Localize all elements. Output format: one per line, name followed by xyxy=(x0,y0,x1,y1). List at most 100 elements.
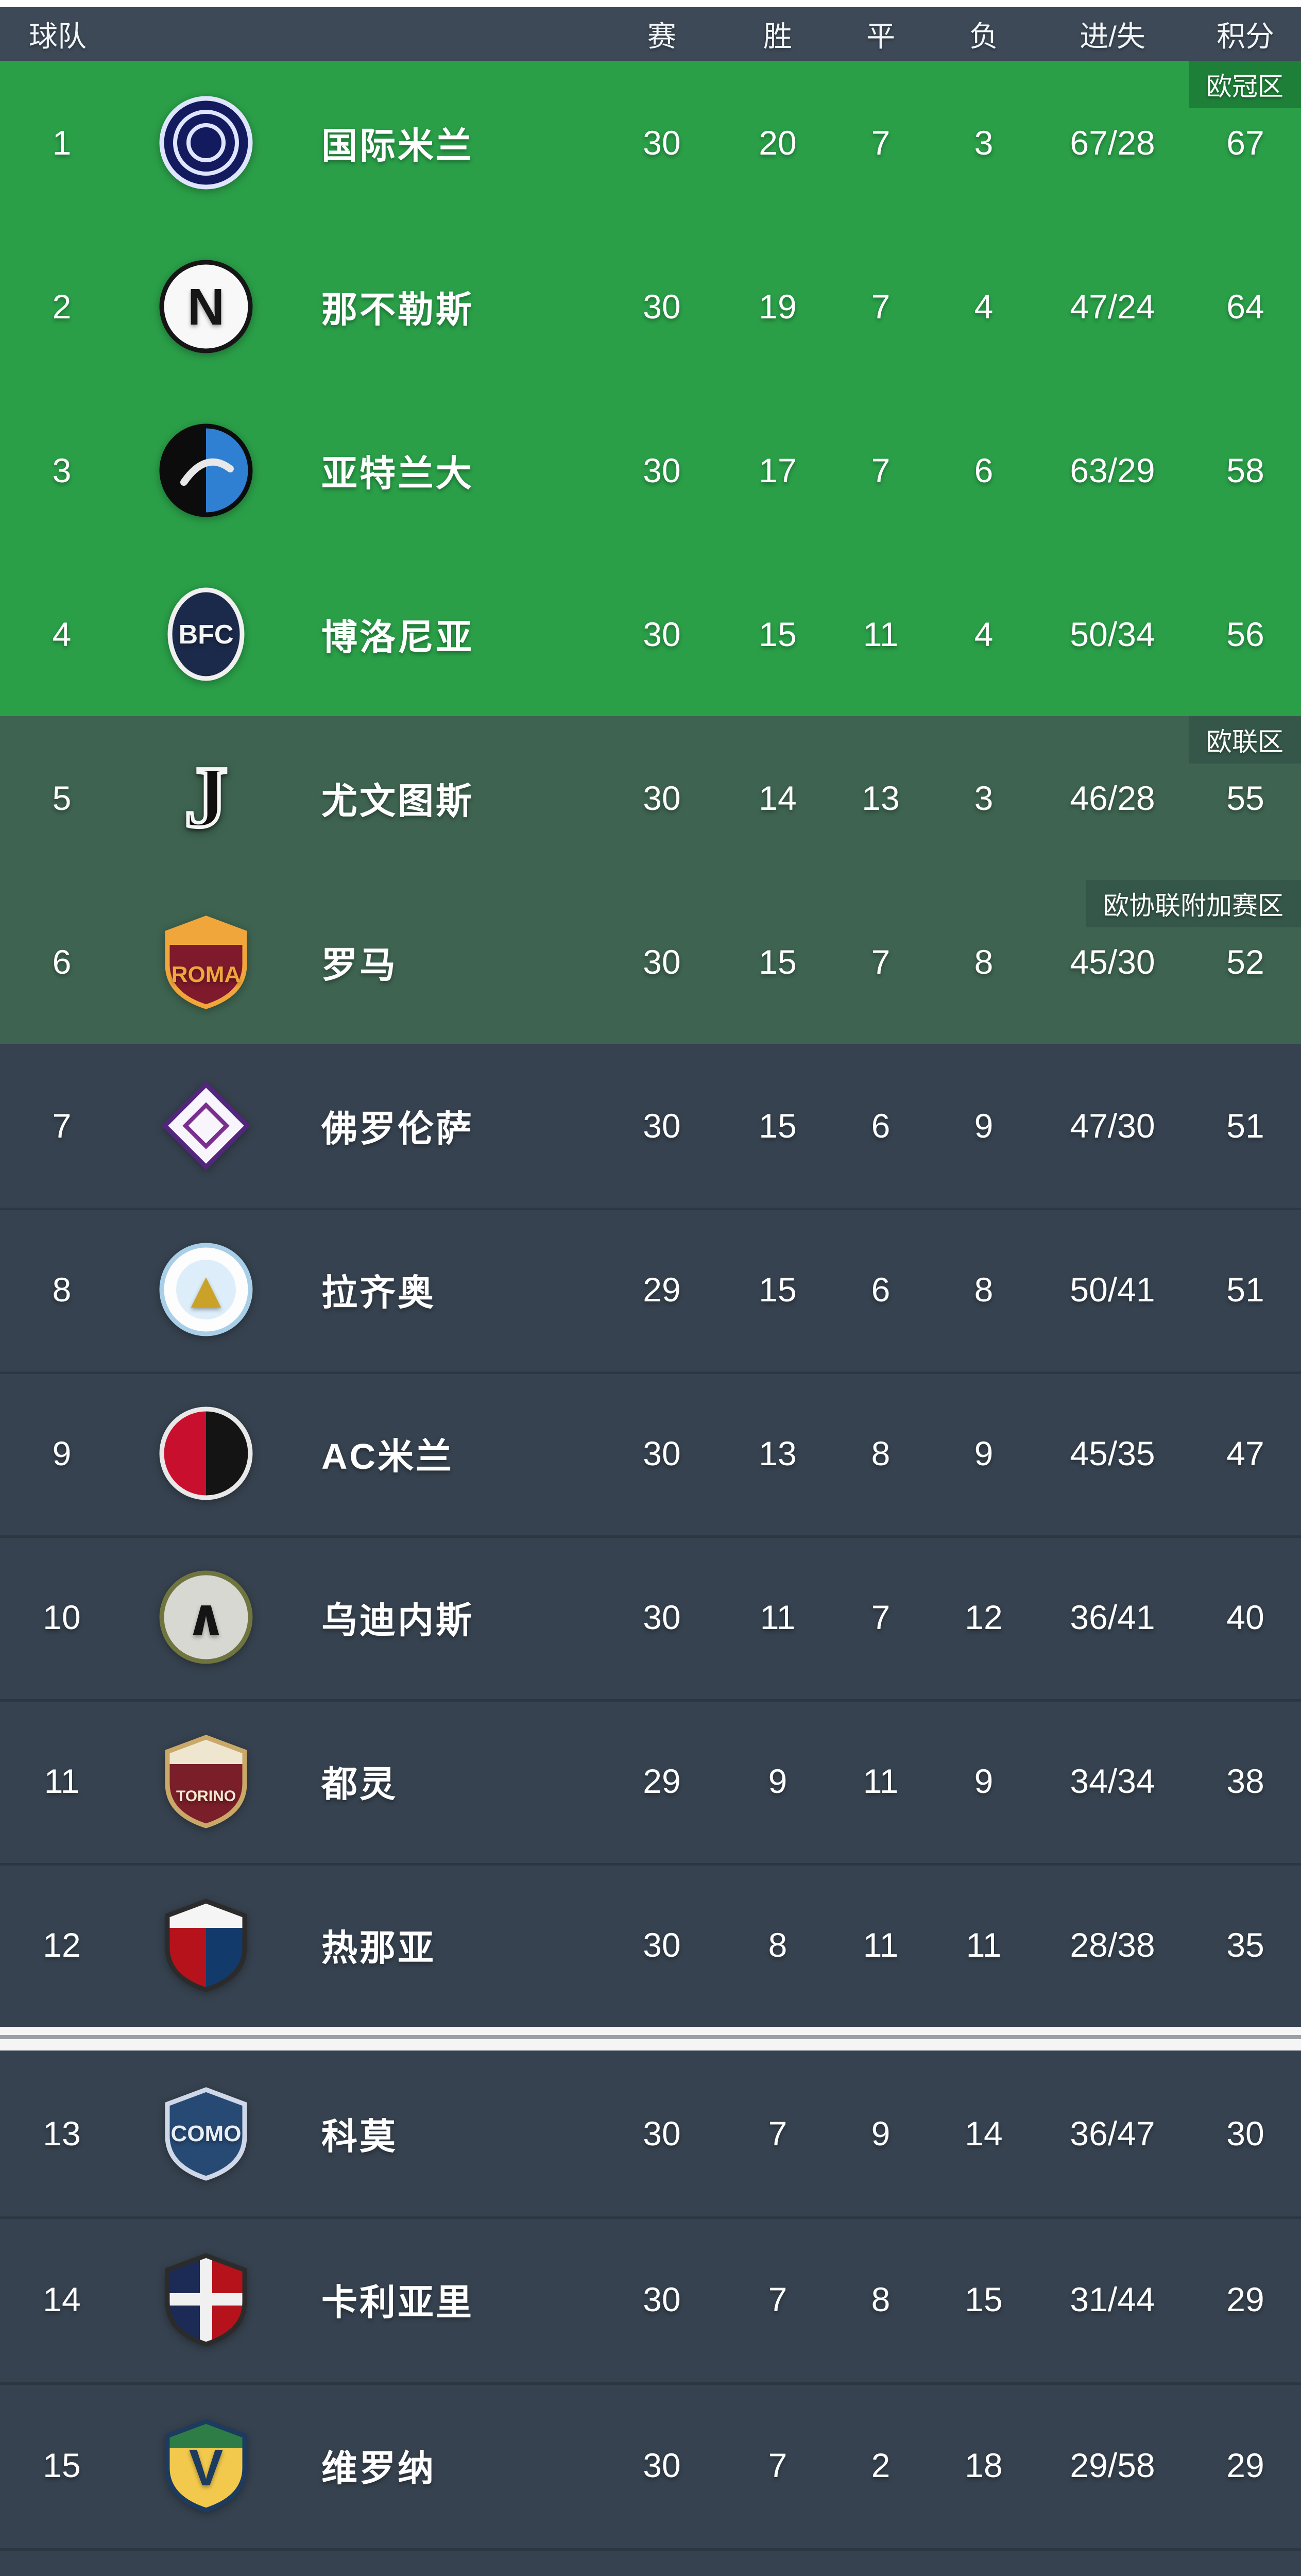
stat-draw: 9 xyxy=(871,2114,891,2153)
como-logo: COMO xyxy=(157,2084,255,2182)
zone-tag-cl: 欧冠区 xyxy=(1189,61,1301,108)
stat-played: 30 xyxy=(643,1926,681,1964)
standings-row: 15 V 维罗纳 30 7 2 18 29/58 29 xyxy=(0,2382,1301,2548)
svg-text:J: J xyxy=(184,749,228,845)
rank: 10 xyxy=(43,1598,81,1636)
rank: 8 xyxy=(52,1270,72,1309)
standings-list: 1 国际米兰 30 20 7 3 67/28 67 欧冠区 2 N 那不勒斯 3… xyxy=(0,61,1301,2576)
stat-played: 30 xyxy=(643,2114,681,2153)
standings-row: 7 佛罗伦萨 30 15 6 9 47/30 51 xyxy=(0,1044,1301,1208)
torino-logo: TORINO xyxy=(157,1732,255,1830)
stat-goals: 63/29 xyxy=(1070,451,1155,489)
stat-won: 11 xyxy=(760,1598,796,1636)
stat-played: 30 xyxy=(643,287,681,326)
col-points: 积分 xyxy=(1217,20,1274,53)
stat-points: 58 xyxy=(1226,451,1264,489)
stat-played: 30 xyxy=(643,943,681,981)
standings-row: 6 ROMA 罗马 30 15 7 8 45/30 52 欧协联附加赛区 xyxy=(0,880,1301,1044)
team-name: 科莫 xyxy=(321,2116,398,2157)
stat-goals: 34/34 xyxy=(1070,1762,1155,1800)
stat-goals: 36/47 xyxy=(1070,2114,1155,2153)
stat-lost: 6 xyxy=(974,451,994,489)
standings-row: 12 热那亚 30 8 11 11 28/38 35 xyxy=(0,1863,1301,2027)
stat-points: 40 xyxy=(1226,1598,1264,1636)
fiorentina-logo xyxy=(157,1077,255,1175)
standings-row: 1 国际米兰 30 20 7 3 67/28 67 欧冠区 xyxy=(0,61,1301,225)
stat-played: 30 xyxy=(643,2280,681,2318)
team-name: 那不勒斯 xyxy=(321,289,474,330)
stat-lost: 3 xyxy=(974,779,994,817)
stat-draw: 7 xyxy=(871,943,891,981)
lazio-logo: ▲ xyxy=(157,1241,255,1338)
stat-lost: 15 xyxy=(965,2280,1003,2318)
stat-draw: 2 xyxy=(871,2446,891,2484)
roma-logo: ROMA xyxy=(157,913,255,1011)
col-draw: 平 xyxy=(866,20,895,53)
col-won: 胜 xyxy=(763,20,792,53)
stat-lost: 3 xyxy=(974,124,994,162)
stat-draw: 6 xyxy=(871,1270,891,1309)
rank: 5 xyxy=(52,779,72,817)
stat-draw: 6 xyxy=(871,1107,891,1145)
stat-lost: 8 xyxy=(974,943,994,981)
stat-played: 30 xyxy=(643,1598,681,1636)
cagliari-logo xyxy=(157,2250,255,2348)
svg-text:ROMA: ROMA xyxy=(172,962,241,987)
stat-goals: 45/30 xyxy=(1070,943,1155,981)
stat-lost: 4 xyxy=(974,287,994,326)
stat-played: 30 xyxy=(643,124,681,162)
standings-row: 10 ∧ 乌迪内斯 30 11 7 12 36/41 40 xyxy=(0,1535,1301,1699)
team-name: 热那亚 xyxy=(321,1927,436,1968)
zone-tag-el: 欧联区 xyxy=(1189,716,1301,764)
stat-lost: 9 xyxy=(974,1434,994,1472)
svg-text:N: N xyxy=(187,278,225,336)
standings-row: 8 ▲ 拉齐奥 29 15 6 8 50/41 51 xyxy=(0,1208,1301,1371)
team-name: 博洛尼亚 xyxy=(321,617,474,657)
stat-played: 29 xyxy=(643,1762,681,1800)
rank: 1 xyxy=(52,124,72,162)
stat-goals: 31/44 xyxy=(1070,2280,1155,2318)
stat-points: 52 xyxy=(1226,943,1264,981)
standings-row: 2 N 那不勒斯 30 19 7 4 47/24 64 xyxy=(0,225,1301,388)
stat-won: 15 xyxy=(759,1107,797,1145)
rank: 2 xyxy=(52,287,72,326)
stat-played: 30 xyxy=(643,779,681,817)
stat-won: 7 xyxy=(768,2446,788,2484)
stat-won: 19 xyxy=(759,287,797,326)
juventus-logo: J xyxy=(157,749,255,847)
stat-points: 56 xyxy=(1226,615,1264,653)
svg-text:∧: ∧ xyxy=(185,1589,227,1647)
rank: 9 xyxy=(52,1434,72,1472)
bologna-logo: BFC xyxy=(157,585,255,683)
stat-won: 15 xyxy=(759,943,797,981)
team-name: 罗马 xyxy=(321,944,398,985)
stat-lost: 8 xyxy=(974,1270,994,1309)
rank: 3 xyxy=(52,451,72,489)
stat-goals: 50/41 xyxy=(1070,1270,1155,1309)
ac-milan-logo xyxy=(157,1404,255,1502)
stat-won: 15 xyxy=(759,615,797,653)
stat-lost: 9 xyxy=(974,1762,994,1800)
col-lost: 负 xyxy=(969,20,998,53)
col-played: 赛 xyxy=(647,20,676,53)
standings-row: 4 BFC 博洛尼亚 30 15 11 4 50/34 56 xyxy=(0,552,1301,716)
image-stitch-gap xyxy=(0,2027,1301,2050)
stat-won: 20 xyxy=(759,124,797,162)
stat-won: 15 xyxy=(759,1270,797,1309)
rank: 6 xyxy=(52,943,72,981)
top-strip xyxy=(0,0,1301,7)
stat-won: 7 xyxy=(768,2114,788,2153)
rank: 4 xyxy=(52,615,72,653)
standings-row: 14 卡利亚里 30 7 8 15 31/44 29 xyxy=(0,2216,1301,2382)
standings-row: 13 COMO 科莫 30 7 9 14 36/47 30 xyxy=(0,2050,1301,2216)
stat-goals: 50/34 xyxy=(1070,615,1155,653)
stat-draw: 13 xyxy=(862,779,900,817)
stat-goals: 47/24 xyxy=(1070,287,1155,326)
stat-draw: 7 xyxy=(871,451,891,489)
standings-row: 3 亚特兰大 30 17 7 6 63/29 58 xyxy=(0,388,1301,552)
stat-won: 9 xyxy=(768,1762,788,1800)
team-name: 乌迪内斯 xyxy=(321,1600,474,1640)
stat-won: 13 xyxy=(759,1434,797,1472)
rank: 7 xyxy=(52,1107,72,1145)
stat-won: 17 xyxy=(759,451,797,489)
